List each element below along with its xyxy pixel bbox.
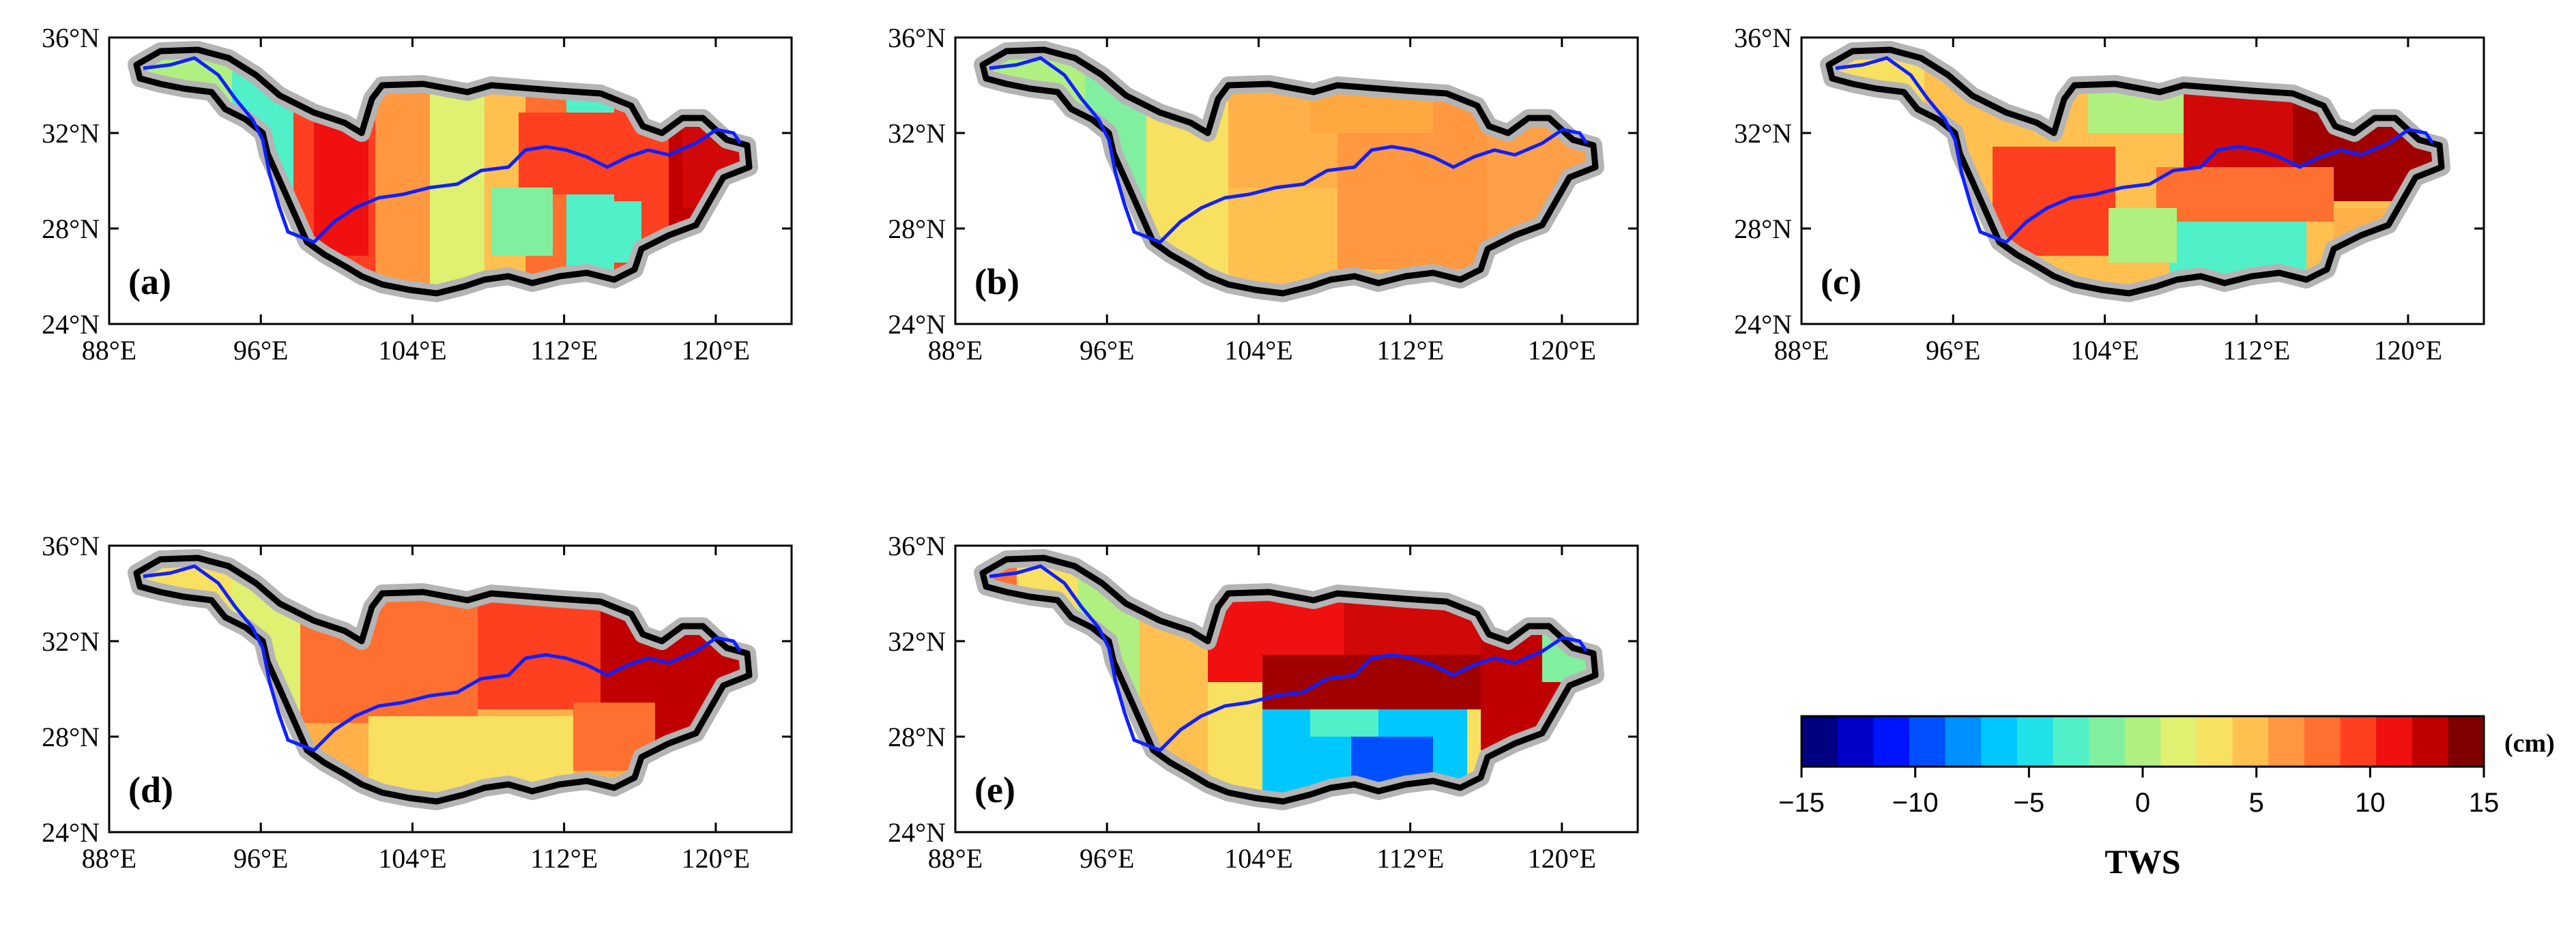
colorbar-swatch xyxy=(2232,716,2270,767)
lat-tick-label: 24°N xyxy=(42,309,100,340)
lon-tick-label: 104°E xyxy=(2070,335,2139,366)
colorbar-swatch xyxy=(2340,716,2377,767)
lat-tick-label: 32°N xyxy=(1734,118,1792,149)
colorbar-swatch xyxy=(2124,716,2162,767)
axes-layer: 88°E 96°E 104°E 112°E 120°E36°N32°N28°N24°N8… xyxy=(42,23,2484,874)
lat-tick-label: 32°N xyxy=(42,626,100,657)
colorbar-swatch xyxy=(1981,716,2018,767)
lon-tick-label: 96°E xyxy=(1080,335,1134,366)
colorbar-unit: (cm) xyxy=(2504,729,2555,758)
colorbar-swatch xyxy=(1837,716,1875,767)
panel-b: (b) xyxy=(954,36,1639,325)
lon-tick-label: 96°E xyxy=(233,843,288,874)
lat-tick-label: 36°N xyxy=(888,531,946,561)
lon-tick-label: 112°E xyxy=(1376,335,1444,366)
colorbar-tick-label: −15 xyxy=(1778,788,1825,818)
lon-tick-label: 96°E xyxy=(1926,335,1980,366)
lon-tick-label: 88°E xyxy=(82,335,136,366)
lat-tick-label: 24°N xyxy=(1734,309,1792,340)
map-frame xyxy=(108,36,793,325)
lon-tick-label: 112°E xyxy=(530,843,598,874)
axis-group-d: 88°E 96°E 104°E 112°E 120°E 36°N 32°N 28°N 24°N xyxy=(42,531,792,874)
colorbar-swatch xyxy=(2268,716,2305,767)
axis-group-e: 88°E 96°E 104°E 112°E 120°E 36°N 32°N 28°N 24°N xyxy=(888,531,1638,874)
colorbar-tick-label: 10 xyxy=(2355,788,2386,818)
lon-tick-label: 104°E xyxy=(1224,843,1292,874)
lon-tick-label: 120°E xyxy=(1528,843,1596,874)
colorbar-swatch xyxy=(2089,716,2126,767)
lon-tick-label: 96°E xyxy=(233,335,288,366)
lat-tick-label: 24°N xyxy=(42,817,100,848)
lon-tick-label: 120°E xyxy=(682,843,750,874)
panel-label: (e) xyxy=(974,769,1015,810)
lat-tick-label: 24°N xyxy=(888,817,946,848)
colorbar-tick-label: 15 xyxy=(2469,788,2500,818)
colorbar-tick-label: −10 xyxy=(1892,788,1939,818)
lon-tick-label: 112°E xyxy=(2223,335,2290,366)
colorbar-swatch xyxy=(2053,716,2090,767)
lon-tick-label: 104°E xyxy=(1224,335,1292,366)
colorbar: −15 −10 −5 0 5 10 15 (cm) TWS xyxy=(1778,715,2555,881)
lon-tick-label: 104°E xyxy=(378,843,446,874)
panel-e: (e) xyxy=(954,544,1639,834)
panel-label: (c) xyxy=(1821,261,1862,302)
lon-tick-label: 88°E xyxy=(928,843,983,874)
colorbar-swatch xyxy=(2160,716,2197,767)
lat-tick-label: 32°N xyxy=(888,118,946,149)
lat-tick-label: 28°N xyxy=(1734,213,1792,244)
lat-tick-label: 28°N xyxy=(888,213,946,244)
colorbar-swatch xyxy=(2412,716,2449,767)
lat-tick-label: 36°N xyxy=(1734,23,1792,53)
lon-tick-label: 120°E xyxy=(682,335,750,366)
lon-tick-label: 112°E xyxy=(1376,843,1444,874)
colorbar-swatch xyxy=(2376,716,2413,767)
colorbar-swatch xyxy=(2196,716,2233,767)
panel-label: (a) xyxy=(128,261,171,302)
colorbar-tick-label: 0 xyxy=(2135,788,2150,818)
colorbar-swatch xyxy=(2016,716,2054,767)
panel-a: (a) xyxy=(108,36,793,325)
colorbar-title: TWS xyxy=(2104,842,2180,881)
panel-label: (d) xyxy=(128,769,173,810)
axis-group-a: 88°E 96°E 104°E 112°E 120°E 36°N 32°N 28°N 24°N xyxy=(42,23,792,366)
lon-tick-label: 104°E xyxy=(378,335,446,366)
colorbar-swatch xyxy=(1801,716,1838,767)
colorbar-swatch xyxy=(1945,716,1982,767)
panel-label: (b) xyxy=(974,261,1019,302)
axis-group-c: 88°E 96°E 104°E 112°E 120°E 36°N 32°N 28°N 24°N xyxy=(1734,23,2484,366)
colorbar-swatch xyxy=(2304,716,2341,767)
lat-tick-label: 28°N xyxy=(42,213,100,244)
colorbar-ticks: −15 −10 −5 0 5 10 15 xyxy=(1778,767,2499,818)
lat-tick-label: 32°N xyxy=(888,626,946,657)
panel-c: (c) xyxy=(1800,36,2485,325)
lon-tick-label: 120°E xyxy=(1528,335,1596,366)
lat-tick-label: 36°N xyxy=(888,23,946,53)
lon-tick-label: 88°E xyxy=(82,843,136,874)
lon-tick-label: 96°E xyxy=(1080,843,1134,874)
colorbar-swatch xyxy=(1909,716,1946,767)
lat-tick-label: 24°N xyxy=(888,309,946,340)
lon-tick-label: 120°E xyxy=(2374,335,2442,366)
lon-tick-label: 88°E xyxy=(1774,335,1829,366)
colorbar-swatch xyxy=(2448,716,2485,767)
colorbar-tick-label: −5 xyxy=(2014,788,2045,818)
panel-d: (d) xyxy=(108,544,793,834)
lat-tick-label: 28°N xyxy=(42,722,100,752)
lat-tick-label: 28°N xyxy=(888,722,946,752)
colorbar-tick-label: 5 xyxy=(2249,788,2264,818)
lon-tick-label: 88°E xyxy=(928,335,983,366)
lon-tick-label: 112°E xyxy=(530,335,598,366)
colorbar-swatches xyxy=(1801,716,2485,767)
lat-tick-label: 32°N xyxy=(42,118,100,149)
lat-tick-label: 36°N xyxy=(42,531,100,561)
yangtze-river xyxy=(143,56,742,244)
lat-tick-label: 36°N xyxy=(42,23,100,53)
colorbar-swatch xyxy=(1873,716,1910,767)
axis-group-b: 88°E 96°E 104°E 112°E 120°E 36°N 32°N 28°N 24°N xyxy=(888,23,1638,366)
